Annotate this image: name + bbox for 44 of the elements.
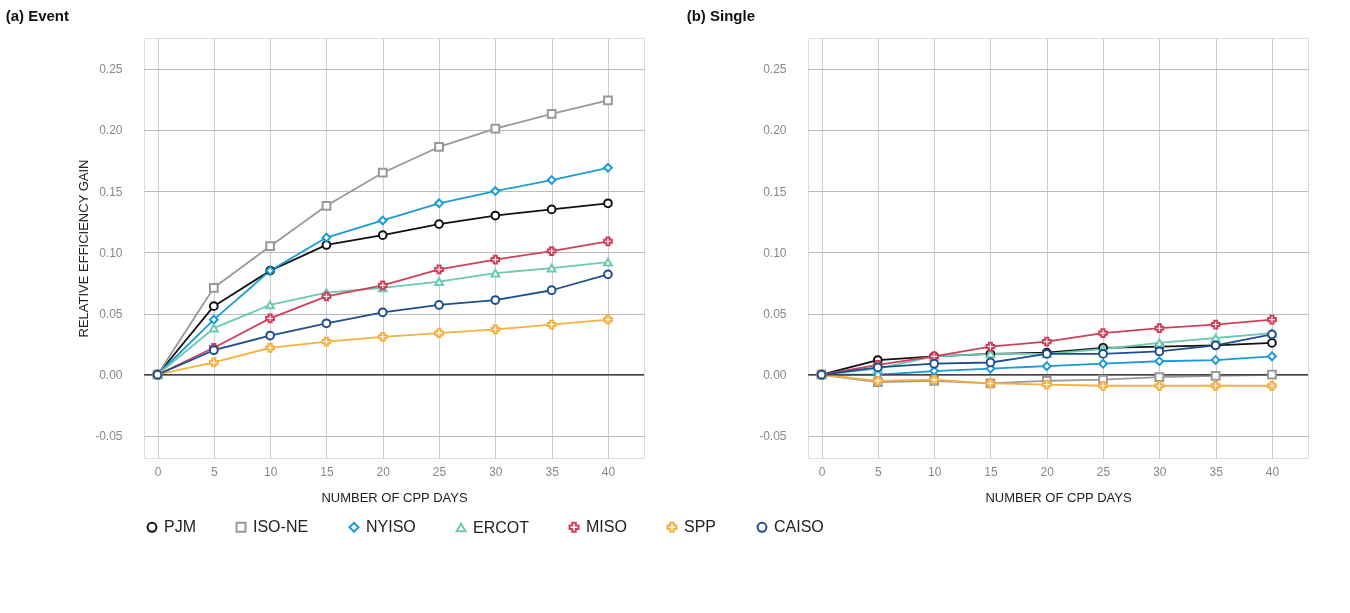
- x-tick-label: 5: [874, 464, 882, 479]
- x-tick-label: 25: [432, 464, 447, 479]
- x-tick-label: 5: [210, 464, 218, 479]
- y-tick-label: 0.20: [763, 123, 787, 138]
- legend-label: CAISO: [774, 518, 824, 536]
- y-tick-label: 0.00: [763, 368, 787, 383]
- legend-label: MISO: [586, 518, 627, 536]
- x-tick-label: 0: [154, 464, 162, 479]
- y-tick-label: 0.15: [99, 184, 123, 199]
- y-tick-label: 0.25: [99, 62, 123, 77]
- y-tick-label: 0.05: [99, 307, 123, 322]
- x-tick-label: 20: [1040, 464, 1055, 479]
- legend-label: SPP: [684, 518, 717, 536]
- x-tick-label: 20: [376, 464, 391, 479]
- y-tick-label: 0.05: [763, 307, 787, 322]
- x-axis-title: NUMBER OF CPP DAYS: [321, 489, 468, 505]
- x-tick-label: 15: [320, 464, 334, 479]
- x-tick-label: 10: [927, 464, 942, 479]
- y-tick-label: 0.20: [99, 123, 123, 138]
- x-tick-label: 10: [263, 464, 278, 479]
- x-tick-label: 15: [984, 464, 998, 479]
- legend-label: PJM: [164, 518, 196, 536]
- y-axis-title: RELATIVE EFFICIENCY GAIN: [76, 159, 92, 338]
- x-axis-title: NUMBER OF CPP DAYS: [985, 489, 1132, 505]
- y-tick-label: -0.05: [95, 429, 123, 444]
- x-tick-label: 35: [1209, 464, 1224, 479]
- x-tick-label: 25: [1096, 464, 1111, 479]
- y-tick-label: 0.10: [763, 245, 787, 260]
- chart-title: (a) Event: [5, 7, 70, 24]
- x-tick-label: 30: [489, 464, 503, 479]
- x-tick-label: 35: [545, 464, 560, 479]
- x-tick-label: 0: [818, 464, 826, 479]
- chart-title: (b) Single: [686, 7, 755, 24]
- x-tick-label: 40: [1265, 464, 1280, 479]
- y-tick-label: 0.25: [763, 62, 787, 77]
- y-tick-label: -0.05: [759, 429, 787, 444]
- y-tick-label: 0.10: [99, 245, 123, 260]
- x-tick-label: 40: [601, 464, 616, 479]
- y-tick-label: 0.15: [763, 184, 787, 199]
- x-tick-label: 30: [1153, 464, 1167, 479]
- legend-label: ERCOT: [473, 518, 530, 536]
- y-tick-label: 0.00: [99, 368, 123, 383]
- legend-label: ISO-NE: [253, 518, 309, 536]
- legend-label: NYISO: [366, 518, 416, 536]
